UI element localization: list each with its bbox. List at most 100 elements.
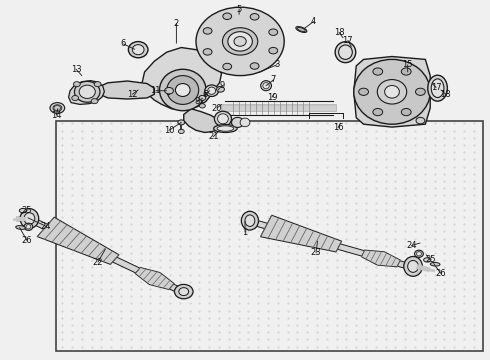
- Ellipse shape: [416, 252, 421, 256]
- Text: 13: 13: [71, 65, 81, 74]
- Circle shape: [203, 28, 212, 34]
- Circle shape: [250, 63, 259, 69]
- Text: 18: 18: [441, 90, 451, 99]
- Text: 23: 23: [311, 248, 321, 257]
- Circle shape: [401, 108, 411, 116]
- Polygon shape: [142, 48, 221, 110]
- Ellipse shape: [74, 81, 100, 102]
- Ellipse shape: [167, 76, 199, 104]
- Circle shape: [269, 29, 278, 35]
- Ellipse shape: [196, 7, 284, 76]
- Ellipse shape: [79, 85, 95, 99]
- Text: 15: 15: [402, 60, 413, 69]
- Ellipse shape: [415, 250, 423, 257]
- Text: 12: 12: [127, 90, 138, 99]
- Ellipse shape: [19, 208, 26, 213]
- Text: 24: 24: [40, 222, 51, 231]
- Ellipse shape: [242, 211, 259, 230]
- Circle shape: [217, 86, 224, 92]
- Ellipse shape: [20, 208, 39, 228]
- Ellipse shape: [175, 84, 190, 96]
- Text: 17: 17: [431, 83, 441, 92]
- Polygon shape: [354, 57, 430, 127]
- Text: 5: 5: [237, 4, 242, 13]
- Polygon shape: [28, 217, 186, 295]
- Ellipse shape: [53, 105, 62, 111]
- Text: 3: 3: [274, 60, 279, 69]
- Circle shape: [223, 63, 232, 70]
- Text: 10: 10: [164, 126, 174, 135]
- Ellipse shape: [404, 256, 422, 276]
- Text: 21: 21: [208, 132, 219, 141]
- Ellipse shape: [16, 226, 25, 229]
- Ellipse shape: [214, 125, 237, 132]
- Text: 26: 26: [22, 236, 32, 245]
- Polygon shape: [361, 250, 400, 267]
- Ellipse shape: [385, 85, 399, 98]
- Ellipse shape: [217, 126, 234, 131]
- Circle shape: [416, 88, 425, 95]
- Circle shape: [199, 104, 205, 108]
- Text: 6: 6: [202, 90, 207, 99]
- Ellipse shape: [208, 87, 216, 94]
- Circle shape: [416, 117, 425, 124]
- Ellipse shape: [335, 42, 356, 63]
- Circle shape: [74, 82, 80, 87]
- Ellipse shape: [128, 41, 148, 58]
- Text: 6: 6: [121, 40, 126, 49]
- Circle shape: [165, 87, 173, 94]
- Ellipse shape: [24, 223, 33, 230]
- Ellipse shape: [263, 83, 270, 89]
- Ellipse shape: [296, 27, 307, 32]
- Circle shape: [401, 68, 411, 75]
- Ellipse shape: [408, 260, 418, 272]
- Circle shape: [72, 95, 78, 100]
- Text: 9: 9: [220, 81, 224, 90]
- Text: 11: 11: [150, 86, 161, 95]
- Text: 19: 19: [267, 93, 277, 102]
- Ellipse shape: [261, 81, 271, 91]
- Ellipse shape: [297, 27, 305, 32]
- Circle shape: [250, 14, 259, 20]
- Ellipse shape: [430, 262, 440, 266]
- Ellipse shape: [431, 79, 444, 98]
- Polygon shape: [184, 109, 221, 132]
- Ellipse shape: [428, 75, 447, 101]
- Text: 26: 26: [436, 269, 446, 278]
- Circle shape: [269, 48, 278, 54]
- Circle shape: [54, 105, 61, 111]
- Bar: [56, 121, 483, 351]
- Circle shape: [178, 120, 185, 125]
- Ellipse shape: [354, 59, 430, 124]
- Text: 20: 20: [212, 104, 222, 112]
- Text: 2: 2: [174, 19, 179, 28]
- Circle shape: [178, 129, 184, 134]
- Polygon shape: [98, 81, 154, 99]
- Circle shape: [91, 99, 98, 104]
- Text: 22: 22: [93, 258, 103, 266]
- Ellipse shape: [26, 225, 31, 229]
- Ellipse shape: [50, 103, 65, 113]
- Text: 1: 1: [243, 228, 247, 237]
- Circle shape: [94, 82, 101, 87]
- Ellipse shape: [159, 69, 206, 111]
- Polygon shape: [135, 267, 174, 289]
- Ellipse shape: [215, 111, 232, 126]
- Text: 18: 18: [334, 28, 344, 37]
- Circle shape: [199, 95, 206, 100]
- Ellipse shape: [24, 213, 35, 224]
- Circle shape: [359, 88, 368, 95]
- Text: 8: 8: [195, 97, 200, 106]
- Circle shape: [223, 13, 232, 19]
- Text: 4: 4: [311, 17, 316, 26]
- Ellipse shape: [339, 45, 352, 59]
- Text: 7: 7: [271, 76, 276, 85]
- Ellipse shape: [423, 258, 431, 262]
- Text: 25: 25: [425, 256, 436, 264]
- Circle shape: [373, 68, 383, 75]
- Ellipse shape: [228, 32, 252, 51]
- Text: 17: 17: [343, 36, 353, 45]
- Ellipse shape: [174, 284, 193, 299]
- Text: 14: 14: [51, 111, 62, 120]
- Polygon shape: [69, 81, 104, 104]
